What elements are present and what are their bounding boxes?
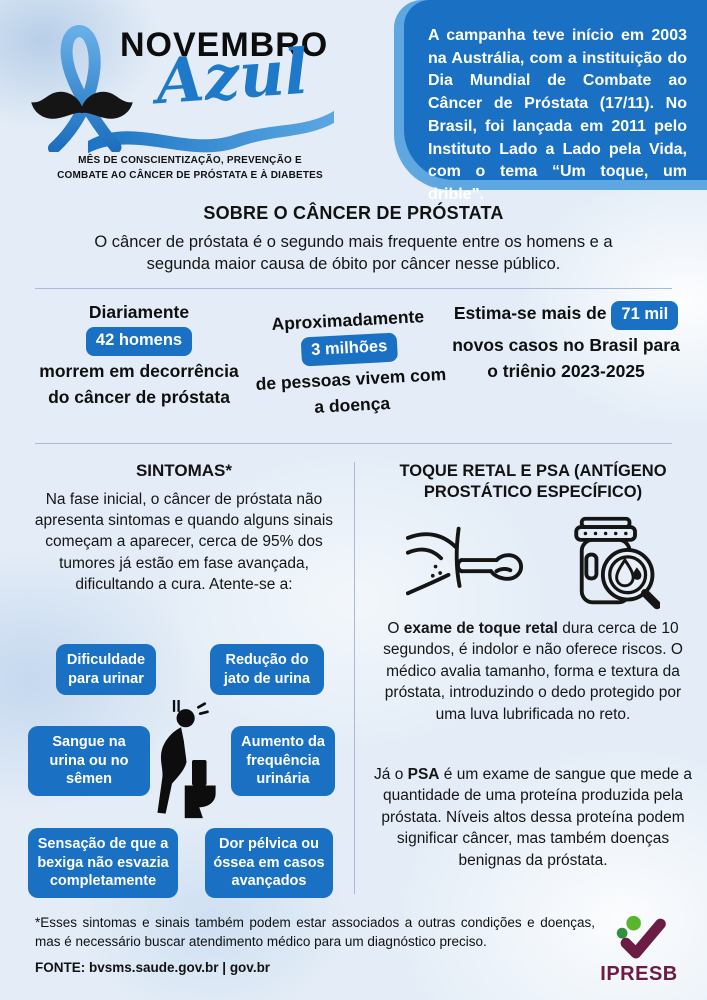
about-text: O câncer de próstata é o segundo mais fr… xyxy=(94,233,613,273)
symptom-badge: Aumento da frequência urinária xyxy=(231,726,335,796)
logo-subtitle: MÊS DE CONSCIENTIZAÇÃO, PREVENÇÃO E COMB… xyxy=(40,153,340,183)
exams-title-line1: TOQUE RETAL E PSA (ANTÍGENO xyxy=(399,462,667,480)
horizontal-divider xyxy=(35,443,672,444)
p2-rest: é um exame de sangue que mede a quantida… xyxy=(381,766,692,869)
symptom-badge: Dificuldade para urinar xyxy=(56,644,156,696)
symptom-badge: Sangue na urina ou no sêmen xyxy=(28,726,150,796)
campaign-intro-text: A campanha teve início em 2003 na Austrá… xyxy=(428,27,687,204)
stat-pre-text: Diariamente xyxy=(88,302,190,322)
stat-highlight-badge: 42 homens xyxy=(85,327,193,356)
mustache-icon xyxy=(31,91,133,119)
section-title-symptoms: SINTOMAS* xyxy=(135,461,233,480)
statistics-row: Diariamente 42 homens morrem em decorrên… xyxy=(30,299,680,419)
stat-living-with-disease: Aproximadamente 3 milhões de pessoas viv… xyxy=(245,302,455,424)
rectal-exam-icon xyxy=(406,526,523,595)
section-title-about: SOBRE O CÂNCER DE PRÓSTATA xyxy=(203,203,504,223)
psa-paragraph: Já o PSA é um exame de sangue que mede a… xyxy=(370,764,696,871)
ipresb-logo-text: IPRESB xyxy=(600,963,678,985)
logo-subtitle-line1: MÊS DE CONSCIENTIZAÇÃO, PREVENÇÃO E xyxy=(78,155,302,166)
stat-new-cases: Estima-se mais de 71 mil novos casos no … xyxy=(452,299,680,419)
vertical-divider xyxy=(354,462,355,894)
logo-script-title: Azul xyxy=(153,34,311,119)
p2-bold-term: PSA xyxy=(407,766,440,783)
stat-highlight-badge: 3 milhões xyxy=(300,332,399,367)
blue-wave-swoosh-icon xyxy=(88,110,334,154)
p1-rest: dura cerca de 10 segundos, é indolor e n… xyxy=(383,620,683,723)
symptom-badge: Redução do jato de urina xyxy=(210,644,324,696)
p2-prefix: Já o xyxy=(374,766,408,783)
stat-post-text: novos casos no Brasil para o triênio 202… xyxy=(452,334,680,381)
symptom-badge: Dor pélvica ou óssea em casos avançados xyxy=(205,828,333,898)
ipresb-checkmark-icon xyxy=(616,915,666,959)
section-title-exams: TOQUE RETAL E PSA (ANTÍGENO PROSTÁTICO E… xyxy=(368,461,698,504)
rectal-exam-paragraph: O exame de toque retal dura cerca de 10 … xyxy=(370,618,696,725)
stat-post-text: de pessoas vivem com a doença xyxy=(255,364,447,418)
man-at-toilet-icon xyxy=(157,700,216,819)
campaign-intro-box: A campanha teve início em 2003 na Austrá… xyxy=(404,0,707,203)
logo-title: NOVEMBRO xyxy=(120,26,329,64)
symptom-badge: Sensação de que a bexiga não esvazia com… xyxy=(28,828,178,898)
exams-title-line2: PROSTÁTICO ESPECÍFICO) xyxy=(423,483,643,502)
symptoms-intro-text: Na fase inicial, o câncer de próstata nã… xyxy=(34,491,334,593)
footnote-text: *Esses sintomas e sinais também podem es… xyxy=(35,915,595,950)
sample-container-magnifier-icon xyxy=(574,516,660,610)
p1-bold-term: exame de toque retal xyxy=(403,620,558,637)
stat-daily-deaths: Diariamente 42 homens morrem em decorrên… xyxy=(30,299,248,419)
p1-prefix: O xyxy=(387,620,404,637)
stat-highlight-badge: 71 mil xyxy=(611,301,679,330)
exam-icons-row xyxy=(368,516,698,617)
ipresb-logo: IPRESB xyxy=(597,914,681,986)
horizontal-divider xyxy=(35,288,672,289)
source-text: FONTE: bvsms.saude.gov.br | gov.br xyxy=(35,960,271,975)
logo-subtitle-line2: COMBATE AO CÂNCER DE PRÓSTATA E À DIABET… xyxy=(57,170,323,181)
stat-pre-text: Aproximadamente xyxy=(271,306,425,335)
stat-pre-text: Estima-se mais de xyxy=(453,303,607,323)
stat-post-text: morrem em decorrência do câncer de próst… xyxy=(39,361,239,408)
